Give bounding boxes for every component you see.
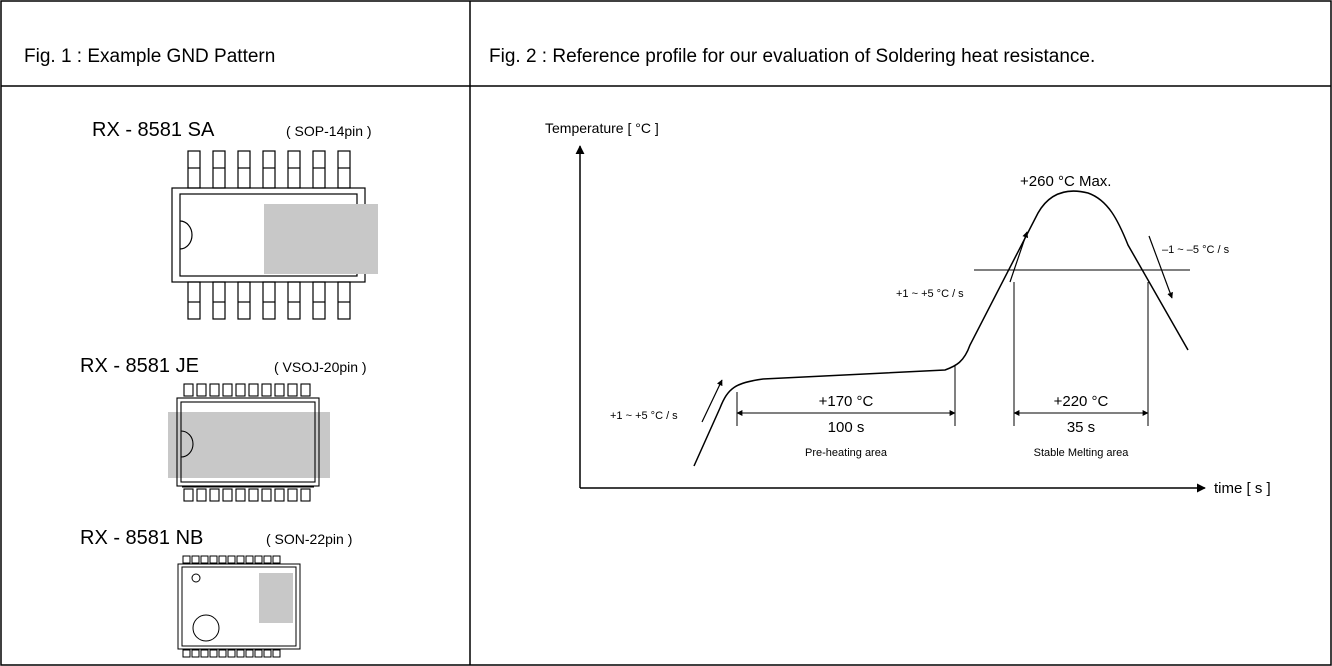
melting-dimension — [1013, 282, 1149, 426]
temperature-profile-curve — [693, 190, 1189, 467]
ramp-down-arrow — [1148, 235, 1173, 299]
son22-top-pins — [182, 555, 281, 564]
vsoj20-bottom-pins — [183, 488, 311, 502]
ramp-up-high-arrow — [1009, 231, 1029, 283]
preheat-dimension — [736, 366, 956, 426]
nb-package: ( SON-22pin ) — [266, 531, 352, 547]
fig2-title: Fig. 2 : Reference profile for our evalu… — [489, 46, 1095, 67]
sop14-bottom-pins — [187, 281, 351, 320]
melting-time-label: 35 s — [1067, 419, 1095, 436]
ramp-up-low-label: +1 ~ +5 °C / s — [610, 410, 678, 422]
je-package: ( VSOJ-20pin ) — [274, 359, 367, 375]
nb-name: RX - 8581 NB — [80, 527, 203, 549]
sop14-top-pins — [187, 150, 351, 189]
peak-temperature-label: +260 °C Max. — [1020, 173, 1111, 190]
sa-package: ( SOP-14pin ) — [286, 123, 372, 139]
y-axis-label: Temperature [ °C ] — [545, 120, 659, 136]
vsoj20-package-drawing — [168, 383, 330, 502]
preheat-time-label: 100 s — [828, 419, 865, 436]
ramp-down-label: –1 ~ –5 °C / s — [1162, 244, 1230, 256]
vsoj20-gnd-area — [168, 412, 330, 478]
melting-temp-label: +220 °C — [1054, 393, 1109, 410]
ramp-arrows — [701, 231, 1173, 423]
ramp-up-low-arrow — [701, 379, 723, 423]
fig1-title: Fig. 1 : Example GND Pattern — [24, 46, 275, 67]
je-name: RX - 8581 JE — [80, 355, 199, 377]
sop14-gnd-area — [264, 204, 378, 274]
son22-gnd-area — [259, 573, 293, 623]
sa-name: RX - 8581 SA — [92, 119, 215, 141]
son22-package-drawing — [177, 555, 301, 658]
ramp-up-high-label: +1 ~ +5 °C / s — [896, 288, 964, 300]
son22-bottom-pins — [182, 649, 281, 658]
preheat-area-label: Pre-heating area — [805, 447, 888, 459]
vsoj20-top-pins — [183, 383, 311, 397]
chart-axes — [575, 145, 1206, 493]
melting-area-label: Stable Melting area — [1034, 447, 1130, 459]
x-axis-label: time [ s ] — [1214, 480, 1271, 497]
preheat-temp-label: +170 °C — [819, 393, 874, 410]
